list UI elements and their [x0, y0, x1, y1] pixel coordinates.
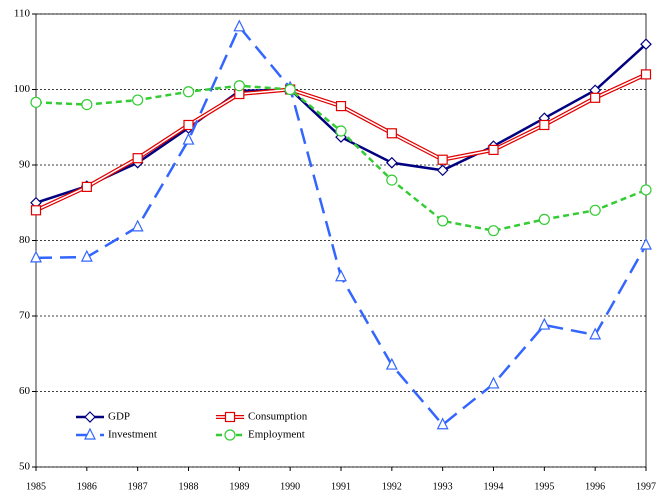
series-line	[35, 43, 647, 204]
y-tick-label: 80	[19, 234, 31, 246]
x-tick-label: 1988	[179, 481, 199, 492]
point	[487, 225, 500, 237]
point	[335, 125, 347, 137]
y-tick-label: 90	[19, 159, 31, 171]
y-tick-label: 110	[14, 8, 31, 20]
point	[538, 317, 551, 330]
x-tick-label: 1986	[77, 481, 97, 492]
point	[386, 128, 397, 139]
legend-label: GDP	[108, 411, 130, 423]
point	[335, 101, 347, 112]
point	[385, 156, 398, 169]
point	[385, 357, 398, 370]
point	[386, 174, 398, 186]
point	[640, 237, 652, 250]
x-tick-label: 1993	[433, 481, 453, 492]
point	[284, 83, 296, 96]
x-tick-label: 1990	[280, 481, 300, 492]
x-tick-label: 1989	[229, 481, 249, 492]
point	[183, 119, 194, 131]
point	[182, 86, 195, 98]
point	[132, 153, 143, 164]
point	[81, 98, 93, 111]
point	[640, 69, 652, 80]
series-line	[35, 24, 648, 427]
point	[131, 219, 144, 232]
point	[81, 181, 92, 192]
legend-marker	[84, 411, 96, 423]
point	[132, 94, 144, 106]
x-tick-label: 1987	[128, 481, 148, 492]
x-tick-label: 1997	[636, 481, 656, 492]
x-tick-label: 1992	[382, 481, 402, 492]
legend-label: Investment	[108, 429, 157, 441]
point	[640, 184, 652, 196]
point	[436, 164, 449, 177]
point	[233, 19, 246, 32]
y-tick-label: 50	[19, 461, 31, 473]
point	[437, 215, 449, 227]
legend-marker	[224, 411, 236, 423]
point	[182, 132, 195, 145]
point	[335, 269, 347, 282]
point	[590, 92, 601, 103]
point	[538, 213, 550, 225]
point	[640, 38, 652, 51]
x-tick-label: 1985	[26, 481, 46, 492]
x-tick-label: 1991	[331, 481, 351, 492]
point	[437, 154, 448, 165]
point	[488, 144, 499, 155]
point	[233, 80, 245, 92]
legend-marker	[84, 427, 96, 440]
legend-label: Consumption	[248, 411, 308, 423]
x-tick-label: 1994	[484, 481, 504, 492]
point	[589, 204, 601, 216]
point	[30, 96, 42, 108]
y-tick-label: 60	[19, 385, 31, 397]
point	[30, 250, 42, 263]
legend-label: Employment	[248, 429, 305, 441]
y-tick-label: 100	[14, 83, 31, 95]
point	[80, 249, 93, 262]
x-tick-label: 1996	[585, 481, 605, 492]
x-tick-label: 1995	[534, 481, 554, 492]
point	[436, 417, 449, 430]
point	[539, 119, 550, 131]
point	[487, 376, 500, 389]
point	[589, 327, 602, 340]
legend-marker	[224, 429, 236, 441]
point	[30, 205, 42, 216]
y-tick-label: 70	[19, 310, 31, 322]
